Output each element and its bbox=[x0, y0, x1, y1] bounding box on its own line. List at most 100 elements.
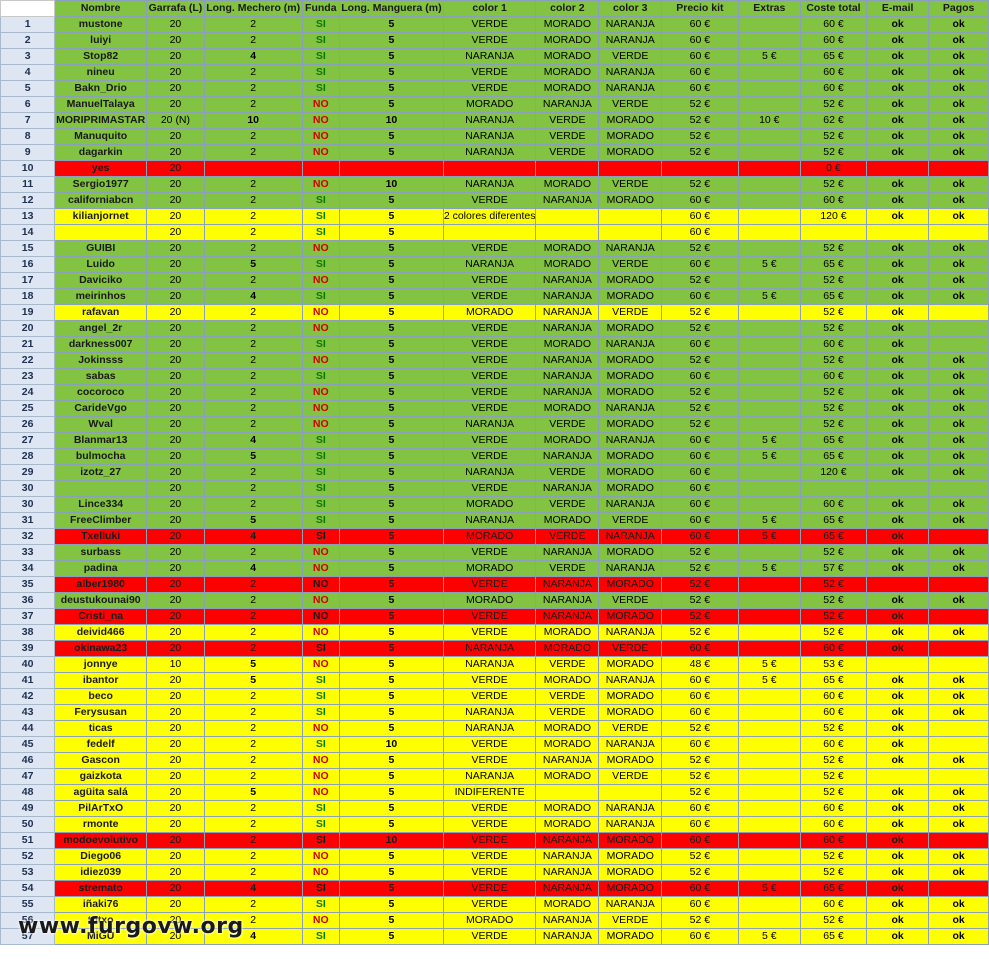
cell-manguera[interactable]: 5 bbox=[339, 80, 444, 97]
cell-color1[interactable]: VERDE bbox=[442, 448, 537, 465]
cell-nombre[interactable]: Ferysusan bbox=[54, 704, 148, 721]
cell-extras[interactable]: 5 € bbox=[737, 432, 801, 449]
cell-color2[interactable]: VERDE bbox=[535, 704, 600, 721]
cell-manguera[interactable]: 5 bbox=[339, 304, 444, 321]
cell-color3[interactable]: MORADO bbox=[598, 864, 663, 881]
cell-funda[interactable]: NO bbox=[301, 912, 341, 929]
cell-nombre[interactable]: Cristi_na bbox=[54, 608, 148, 625]
cell-nombre[interactable]: Txelluki bbox=[54, 528, 148, 545]
cell-funda[interactable]: NO bbox=[301, 384, 341, 401]
cell-extras[interactable] bbox=[737, 576, 801, 593]
cell-mechero[interactable]: 2 bbox=[203, 176, 303, 193]
cell-email[interactable]: ok bbox=[865, 432, 930, 449]
cell-color1[interactable]: VERDE bbox=[442, 752, 537, 769]
cell-color1[interactable]: VERDE bbox=[442, 896, 537, 913]
cell-precio[interactable]: 60 € bbox=[661, 896, 739, 913]
cell-precio[interactable]: 60 € bbox=[661, 464, 739, 481]
cell-color2[interactable] bbox=[535, 160, 600, 177]
cell-garrafa[interactable]: 20 bbox=[146, 336, 205, 353]
cell-mechero[interactable]: 2 bbox=[203, 768, 303, 785]
cell-color1[interactable]: NARANJA bbox=[442, 112, 537, 129]
cell-precio[interactable]: 52 € bbox=[661, 416, 739, 433]
cell-email[interactable]: ok bbox=[865, 864, 930, 881]
row-number[interactable]: 25 bbox=[0, 400, 56, 417]
cell-mechero[interactable]: 2 bbox=[203, 640, 303, 657]
cell-color3[interactable]: MORADO bbox=[598, 832, 663, 849]
row-number[interactable]: 33 bbox=[0, 544, 56, 561]
cell-precio[interactable]: 60 € bbox=[661, 480, 739, 497]
cell-color2[interactable]: NARANJA bbox=[535, 448, 600, 465]
row-number[interactable]: 54 bbox=[0, 880, 56, 897]
cell-pagos[interactable]: ok bbox=[928, 80, 989, 97]
cell-nombre[interactable]: ticas bbox=[54, 720, 148, 737]
cell-extras[interactable] bbox=[737, 816, 801, 833]
cell-color3[interactable]: VERDE bbox=[598, 640, 663, 657]
cell-coste[interactable]: 60 € bbox=[799, 192, 868, 209]
cell-mechero[interactable]: 2 bbox=[203, 848, 303, 865]
cell-mechero[interactable]: 2 bbox=[203, 224, 303, 241]
cell-precio[interactable]: 52 € bbox=[661, 912, 739, 929]
cell-mechero[interactable]: 2 bbox=[203, 304, 303, 321]
cell-color1[interactable]: VERDE bbox=[442, 688, 537, 705]
cell-precio[interactable]: 52 € bbox=[661, 752, 739, 769]
cell-color3[interactable]: MORADO bbox=[598, 464, 663, 481]
cell-color1[interactable]: MORADO bbox=[442, 560, 537, 577]
cell-manguera[interactable]: 5 bbox=[339, 368, 444, 385]
cell-color2[interactable]: MORADO bbox=[535, 624, 600, 641]
cell-pagos[interactable]: ok bbox=[928, 432, 989, 449]
cell-precio[interactable]: 60 € bbox=[661, 336, 739, 353]
cell-mechero[interactable]: 2 bbox=[203, 128, 303, 145]
cell-coste[interactable]: 57 € bbox=[799, 560, 868, 577]
cell-coste[interactable]: 65 € bbox=[799, 288, 868, 305]
cell-garrafa[interactable]: 20 bbox=[146, 432, 205, 449]
cell-color3[interactable]: NARANJA bbox=[598, 64, 663, 81]
cell-nombre[interactable]: luiyi bbox=[54, 32, 148, 49]
cell-extras[interactable] bbox=[737, 336, 801, 353]
cell-manguera[interactable]: 5 bbox=[339, 224, 444, 241]
cell-color2[interactable]: MORADO bbox=[535, 256, 600, 273]
cell-garrafa[interactable]: 20 bbox=[146, 848, 205, 865]
cell-color3[interactable]: MORADO bbox=[598, 368, 663, 385]
cell-color1[interactable]: VERDE bbox=[442, 672, 537, 689]
cell-extras[interactable] bbox=[737, 272, 801, 289]
cell-color3[interactable] bbox=[598, 160, 663, 177]
cell-precio[interactable]: 52 € bbox=[661, 576, 739, 593]
cell-precio[interactable]: 60 € bbox=[661, 448, 739, 465]
cell-extras[interactable] bbox=[737, 592, 801, 609]
cell-pagos[interactable]: ok bbox=[928, 288, 989, 305]
row-number[interactable]: 55 bbox=[0, 896, 56, 913]
cell-nombre[interactable]: nineu bbox=[54, 64, 148, 81]
col-header-color3[interactable]: color 3 bbox=[598, 0, 663, 17]
cell-precio[interactable] bbox=[661, 160, 739, 177]
col-header-funda[interactable]: Funda bbox=[301, 0, 341, 17]
cell-coste[interactable]: 52 € bbox=[799, 864, 868, 881]
col-header-manguera[interactable]: Long. Manguera (m) bbox=[339, 0, 444, 17]
cell-extras[interactable] bbox=[737, 752, 801, 769]
cell-extras[interactable] bbox=[737, 832, 801, 849]
cell-email[interactable]: ok bbox=[865, 256, 930, 273]
cell-pagos[interactable]: ok bbox=[928, 96, 989, 113]
cell-manguera[interactable]: 5 bbox=[339, 496, 444, 513]
cell-coste[interactable]: 60 € bbox=[799, 64, 868, 81]
cell-color1[interactable]: VERDE bbox=[442, 320, 537, 337]
cell-color2[interactable]: NARANJA bbox=[535, 384, 600, 401]
cell-nombre[interactable]: mustone bbox=[54, 16, 148, 33]
cell-funda[interactable]: NO bbox=[301, 112, 341, 129]
cell-garrafa[interactable]: 20 bbox=[146, 352, 205, 369]
cell-funda[interactable]: SI bbox=[301, 640, 341, 657]
cell-extras[interactable]: 5 € bbox=[737, 656, 801, 673]
cell-funda[interactable]: NO bbox=[301, 576, 341, 593]
cell-pagos[interactable] bbox=[928, 640, 989, 657]
cell-nombre[interactable]: Daviciko bbox=[54, 272, 148, 289]
cell-coste[interactable]: 60 € bbox=[799, 496, 868, 513]
cell-color2[interactable]: NARANJA bbox=[535, 864, 600, 881]
cell-funda[interactable] bbox=[301, 160, 341, 177]
cell-nombre[interactable]: ibantor bbox=[54, 672, 148, 689]
cell-extras[interactable] bbox=[737, 16, 801, 33]
cell-color3[interactable]: VERDE bbox=[598, 912, 663, 929]
cell-manguera[interactable]: 5 bbox=[339, 752, 444, 769]
cell-garrafa[interactable]: 20 bbox=[146, 720, 205, 737]
row-number[interactable]: 20 bbox=[0, 320, 56, 337]
cell-color3[interactable] bbox=[598, 224, 663, 241]
cell-email[interactable]: ok bbox=[865, 528, 930, 545]
